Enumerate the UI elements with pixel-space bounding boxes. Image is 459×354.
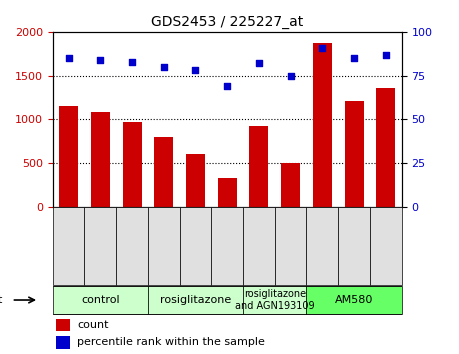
Text: GSM132926: GSM132926: [254, 211, 263, 266]
Text: count: count: [77, 320, 109, 330]
Point: [65, 55, 73, 61]
Text: GSM132919: GSM132919: [64, 211, 73, 266]
Bar: [345, 101, 364, 207]
Text: GSM132927: GSM132927: [128, 211, 137, 266]
Bar: [59, 106, 78, 207]
Text: GSM132925: GSM132925: [350, 211, 358, 266]
Bar: [154, 137, 174, 207]
Bar: [56, 336, 70, 349]
Text: GSM132921: GSM132921: [159, 211, 168, 266]
Point: [97, 57, 104, 63]
Point: [382, 52, 389, 57]
Bar: [53, 286, 148, 314]
Bar: [243, 286, 307, 314]
Text: GSM132928: GSM132928: [223, 211, 232, 266]
Bar: [91, 113, 110, 207]
Text: agent: agent: [0, 295, 2, 305]
Point: [255, 61, 263, 66]
Bar: [376, 88, 395, 207]
Bar: [281, 163, 300, 207]
Bar: [148, 286, 243, 314]
Bar: [56, 319, 70, 331]
Text: GSM132929: GSM132929: [381, 211, 390, 266]
Text: rosiglitazone: rosiglitazone: [160, 295, 231, 305]
Bar: [307, 286, 402, 314]
Text: control: control: [81, 295, 120, 305]
Point: [319, 45, 326, 51]
Bar: [249, 126, 269, 207]
Point: [192, 68, 199, 73]
Bar: [313, 43, 332, 207]
Point: [224, 83, 231, 89]
Text: GSM132924: GSM132924: [191, 211, 200, 266]
Point: [350, 55, 358, 61]
Text: GSM132923: GSM132923: [96, 211, 105, 266]
Text: GSM132930: GSM132930: [286, 211, 295, 266]
Text: percentile rank within the sample: percentile rank within the sample: [77, 337, 265, 347]
Point: [287, 73, 294, 79]
Bar: [123, 122, 141, 207]
Bar: [218, 178, 237, 207]
Text: AM580: AM580: [335, 295, 373, 305]
Text: GSM132922: GSM132922: [318, 211, 327, 266]
Title: GDS2453 / 225227_at: GDS2453 / 225227_at: [151, 16, 303, 29]
Bar: [186, 154, 205, 207]
Point: [160, 64, 168, 70]
Point: [129, 59, 136, 64]
Text: rosiglitazone
and AGN193109: rosiglitazone and AGN193109: [235, 289, 314, 311]
